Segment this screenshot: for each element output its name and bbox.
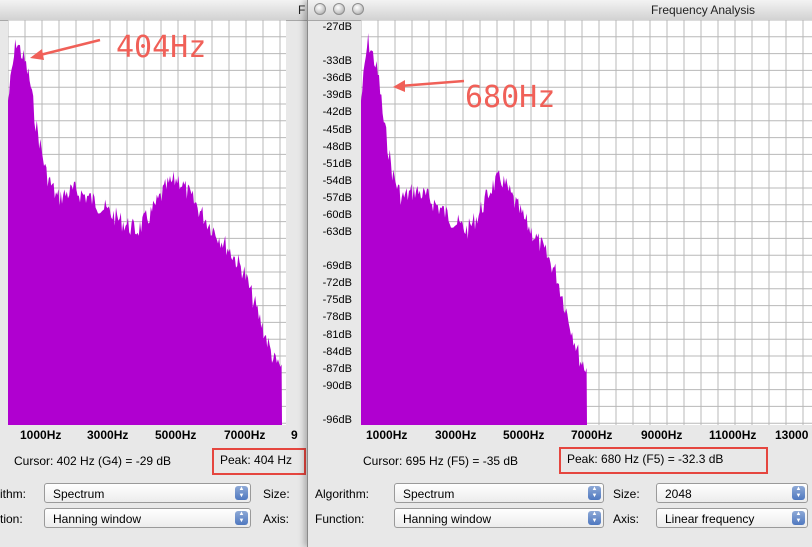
cursor-readout: Cursor: 402 Hz (G4) = -29 dB — [14, 454, 172, 468]
close-button[interactable] — [314, 3, 326, 15]
x-axis-label: 13000 — [775, 428, 809, 442]
axis-select[interactable]: Linear frequency ▲ ▼ — [656, 508, 808, 528]
algorithm-select[interactable]: Spectrum ▲ ▼ — [44, 483, 251, 503]
axis-label: Axis: — [613, 512, 640, 526]
y-axis-label: -72dB — [322, 277, 352, 290]
algorithm-value: Spectrum — [403, 487, 455, 501]
y-axis-label: -63dB — [322, 226, 352, 239]
minimize-button[interactable] — [333, 3, 345, 15]
title-bar: Frequency Analysis — [308, 0, 812, 21]
x-axis-label: 11000Hz — [709, 428, 757, 442]
peak-annotation: 404Hz — [116, 30, 207, 65]
y-axis-label: -45dB — [322, 123, 352, 136]
y-axis-label: -33dB — [322, 55, 352, 68]
x-axis-label: 5000Hz — [155, 428, 197, 442]
size-value: 2048 — [665, 487, 692, 501]
y-axis-label: -96dB — [322, 414, 352, 426]
select-stepper-icon: ▲ ▼ — [588, 511, 601, 525]
zoom-button[interactable] — [352, 3, 364, 15]
algorithm-select[interactable]: Spectrum ▲ ▼ — [394, 483, 604, 503]
select-stepper-icon: ▲ ▼ — [588, 486, 601, 500]
y-axis-label: -39dB — [322, 89, 352, 102]
spectrum-svg — [361, 20, 812, 425]
function-select[interactable]: Hanning window ▲ ▼ — [394, 508, 604, 528]
window-title: Frequency Analysis — [651, 3, 756, 17]
y-axis-label: -54dB — [322, 174, 352, 187]
algorithm-label: ithm: — [0, 487, 27, 501]
spectrum-svg — [8, 20, 286, 425]
axis-label: Axis: — [263, 512, 290, 526]
function-select[interactable]: Hanning window ▲ ▼ — [44, 508, 251, 528]
window-title: F — [298, 3, 306, 17]
size-label: Size: — [263, 487, 290, 501]
size-label: Size: — [613, 487, 640, 501]
annotation-arrow-icon — [393, 79, 465, 92]
select-stepper-icon: ▲ ▼ — [792, 511, 805, 525]
y-axis-label: -69dB — [322, 260, 352, 273]
annotation-arrow-icon — [30, 38, 101, 60]
spectrum-fill — [361, 33, 587, 425]
function-label: Function: — [315, 512, 365, 526]
x-axis-label: 9 — [291, 428, 298, 442]
select-stepper-icon: ▲ ▼ — [235, 486, 248, 500]
x-axis-label: 1000Hz — [20, 428, 62, 442]
y-axis-label: -27dB — [322, 21, 352, 33]
y-axis-labels: -27dB -33dB -36dB -39dB -42dB -45dB -48dB -51dB… — [308, 20, 356, 426]
title-bar: F — [0, 0, 310, 21]
function-label: tion: — [0, 512, 23, 526]
x-axis-label: 7000Hz — [224, 428, 266, 442]
x-axis-label: 1000Hz — [366, 428, 408, 442]
x-axis-label: 5000Hz — [503, 428, 545, 442]
y-axis-label: -60dB — [322, 208, 352, 221]
y-axis-label: -90dB — [322, 379, 352, 392]
frequency-analysis-window: Frequency Analysis -27dB -33dB -36dB -39dB -… — [307, 0, 812, 547]
axis-value: Linear frequency — [665, 512, 755, 526]
function-value: Hanning window — [403, 512, 492, 526]
y-axis-label: -78dB — [322, 311, 352, 324]
y-axis-label: -36dB — [322, 72, 352, 85]
function-value: Hanning window — [53, 512, 142, 526]
y-axis-label: -75dB — [322, 294, 352, 307]
peak-readout: Peak: 404 Hz — [212, 448, 306, 475]
peak-readout: Peak: 680 Hz (F5) = -32.3 dB — [559, 447, 768, 474]
spectrum-plot[interactable] — [361, 20, 812, 425]
algorithm-value: Spectrum — [53, 487, 105, 501]
y-axis-label: -81dB — [322, 328, 352, 341]
size-select[interactable]: 2048 ▲ ▼ — [656, 483, 808, 503]
x-axis-label: 7000Hz — [571, 428, 613, 442]
select-stepper-icon: ▲ ▼ — [792, 486, 805, 500]
spectrum-plot[interactable] — [8, 20, 286, 425]
y-axis-label: -48dB — [322, 140, 352, 153]
algorithm-label: Algorithm: — [315, 487, 370, 501]
select-stepper-icon: ▲ ▼ — [235, 511, 248, 525]
frequency-analysis-window-left: F 404Hz 1000Hz 3000Hz 5000Hz 7000Hz 9 Cu… — [0, 0, 311, 547]
y-axis-label: -87dB — [322, 362, 352, 375]
x-axis-label: 3000Hz — [87, 428, 129, 442]
y-axis-label: -84dB — [322, 345, 352, 358]
y-axis-label: -57dB — [322, 191, 352, 204]
peak-annotation: 680Hz — [465, 80, 556, 115]
x-axis-label: 3000Hz — [435, 428, 477, 442]
cursor-readout: Cursor: 695 Hz (F5) = -35 dB — [363, 454, 519, 468]
y-axis-label: -42dB — [322, 106, 352, 119]
spectrum-fill — [8, 39, 282, 425]
y-axis-label: -51dB — [322, 157, 352, 170]
x-axis-label: 9000Hz — [641, 428, 683, 442]
